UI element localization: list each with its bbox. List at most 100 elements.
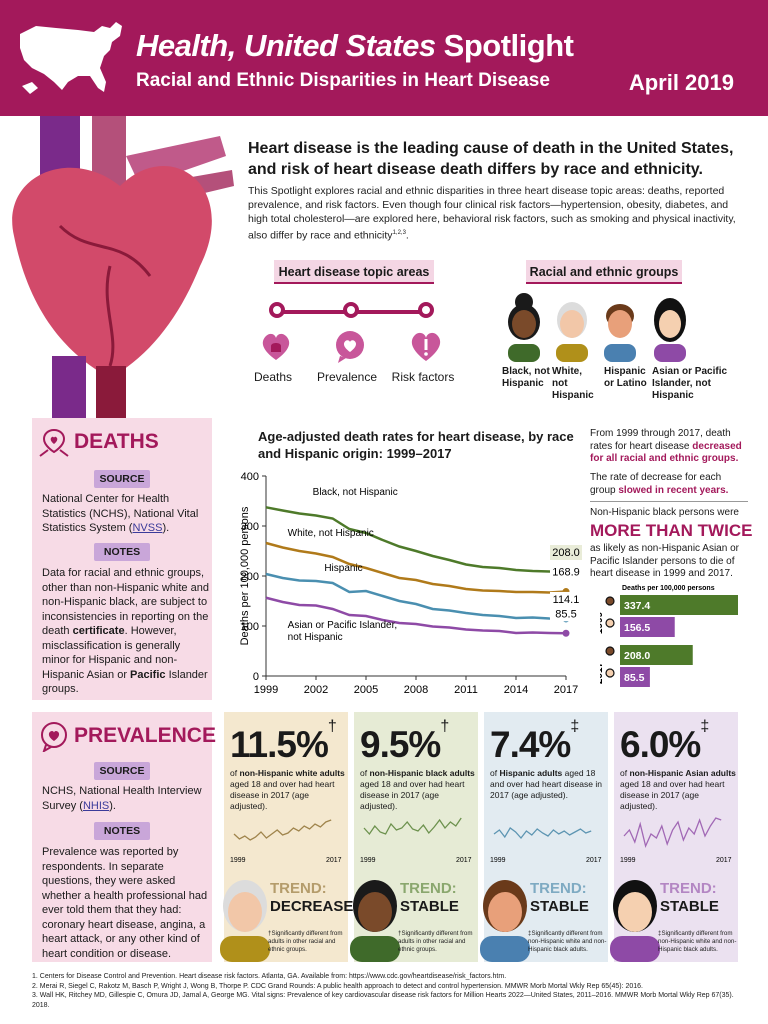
sparkline-end-year: 2017: [326, 857, 342, 864]
comparison-bar: [620, 617, 675, 637]
prevalence-chat-heart-icon: [336, 331, 364, 363]
series-line: [265, 506, 567, 574]
footnote-2: 2. Merai R, Siegel C, Rakotz M, Basch P,…: [32, 982, 643, 990]
page-subtitle: Racial and Ethnic Disparities in Heart D…: [136, 70, 550, 91]
prevalence-chat-heart-icon-panel: [41, 722, 67, 752]
sparkline-path: [363, 817, 462, 836]
decrease-statement: From 1999 through 2017, death rates for …: [590, 428, 742, 464]
prevalence-card: 9.5%† of non-Hispanic black adults aged …: [350, 712, 478, 962]
end-value-box: [550, 564, 582, 580]
topic-dot-deaths: [269, 302, 285, 318]
end-value-label: 208.0: [552, 547, 580, 559]
sparkline-start-year: 1999: [620, 857, 636, 864]
header-banner: Health, United States Spotlight Racial a…: [0, 0, 768, 116]
black-person-icon: [508, 293, 540, 362]
significance-mark: ‡: [570, 718, 579, 735]
comparison-bar-label: 156.5: [624, 622, 650, 634]
prevalence-sparkline: 1999 2017: [360, 817, 472, 864]
deaths-notes-text: Data for racial and ethnic groups, other…: [42, 567, 209, 695]
significance-note: ‡Significantly different from non-Hispan…: [658, 930, 737, 953]
footnote-3: 3. Wall HK, Ritchey MD, Gillespie C, Omu…: [32, 992, 734, 1009]
deaths-comparison-bars: Deaths per 100,000 persons 337.4 156.5 208.…: [600, 585, 738, 687]
topic-label-risk-factors: Risk factors: [391, 370, 455, 384]
black-person-mini-icon: [605, 596, 615, 606]
comparison-bar-label: 208.0: [624, 650, 650, 662]
white-person-icon: [556, 302, 588, 362]
hispanic-person-icon: [604, 304, 636, 362]
significance-note: ‡Significantly different from non-Hispan…: [528, 930, 607, 953]
asian-person-icon: [610, 880, 660, 962]
prevalence-card: 6.0%‡ of non-Hispanic Asian adults aged …: [610, 712, 738, 962]
end-value-label: 168.9: [552, 567, 580, 579]
x-tick-label: 1999: [254, 684, 278, 696]
topic-label-prevalence: Prevalence: [316, 370, 378, 384]
trend-label: TREND: STABLE: [400, 880, 459, 916]
sparkline-path: [233, 819, 332, 841]
prevalence-percent: 6.0%‡: [620, 718, 709, 766]
sparkline-start-year: 1999: [230, 857, 246, 864]
hispanic-person-icon: [480, 880, 530, 962]
slowed-statement: The rate of decrease for each group slow…: [590, 472, 729, 496]
black-person-icon: [350, 880, 400, 962]
series-label: Asian or Pacific Islander,: [288, 620, 398, 631]
prevalence-percent: 11.5%†: [230, 718, 337, 766]
bars-year-2017: 2017: [600, 661, 605, 684]
x-tick-label: 2008: [404, 684, 428, 696]
group-label-hispanic: Hispanic or Latino: [604, 366, 647, 389]
trend-label: TREND: STABLE: [660, 880, 719, 916]
sparkline-start-year: 1999: [360, 857, 376, 864]
footnotes: 1. Centers for Disease Control and Preve…: [32, 972, 752, 1010]
asian-person-icon: [654, 298, 686, 362]
comparison-bar: [620, 645, 693, 665]
sparkline-end-year: 2017: [456, 857, 472, 864]
group-label-black: Black, not Hispanic: [502, 366, 550, 389]
significance-mark: ‡: [700, 718, 709, 735]
risk-factors-heart-icon: [411, 332, 441, 361]
y-tick-label: 0: [253, 671, 259, 683]
end-value-label: 114.1: [553, 594, 580, 606]
deaths-source-tag: SOURCE: [94, 470, 150, 488]
twice-explanation: as likely as non-Hispanic Asian or Pacif…: [590, 543, 739, 579]
y-tick-label: 100: [241, 621, 259, 633]
x-tick-label: 2017: [554, 684, 578, 696]
nvss-link[interactable]: NVSS: [132, 522, 163, 534]
page-title: Health, United States Spotlight: [136, 28, 574, 63]
end-value-box: [550, 591, 582, 607]
end-value-box: [550, 606, 582, 622]
topic-dot-risk: [418, 302, 434, 318]
nhis-link[interactable]: NHIS: [82, 799, 110, 812]
topic-label-deaths: Deaths: [253, 370, 293, 384]
group-label-white: White, not Hispanic: [552, 366, 594, 401]
prevalence-notes-tag: NOTES: [94, 822, 150, 840]
series-line: [265, 596, 567, 635]
right-divider: [590, 501, 748, 502]
trend-value: STABLE: [530, 898, 589, 915]
prevalence-description: of non-Hispanic Asian adults aged 18 and…: [620, 768, 736, 811]
heart-illustration: [12, 116, 234, 420]
prevalence-value: 7.4%: [490, 724, 571, 765]
y-tick-label: 300: [241, 521, 259, 533]
prevalence-sparkline: 1999 2017: [230, 819, 342, 864]
topic-areas-heading: Heart disease topic areas: [274, 260, 434, 284]
deaths-panel-title: DEATHS: [74, 430, 159, 453]
comparison-bar: [620, 595, 738, 615]
series-label: Black, not Hispanic: [313, 487, 398, 498]
y-tick-label: 200: [241, 571, 259, 583]
prevalence-value: 11.5%: [230, 724, 329, 765]
series-line: [265, 541, 567, 594]
issue-date: April 2019: [628, 70, 734, 95]
topic-dot-prevalence: [343, 302, 359, 318]
white-person-icon: [220, 880, 270, 962]
deaths-source-text: National Center for Health Statistics (N…: [42, 493, 199, 534]
bars-caption: Deaths per 100,000 persons: [622, 585, 715, 592]
us-map-icon: [20, 22, 122, 94]
asian-person-mini-icon: [605, 668, 615, 678]
comparison-bar-label: 337.4: [624, 600, 650, 612]
trend-label: TREND: DECREASE: [270, 880, 353, 916]
series-label: Hispanic: [324, 563, 362, 574]
significance-mark: †: [327, 718, 337, 735]
more-than-twice-callout: MORE THAN TWICE: [590, 521, 753, 540]
sparkline-end-year: 2017: [586, 857, 602, 864]
twice-lead: Non-Hispanic black persons were: [590, 507, 739, 518]
comparison-bar: [620, 667, 650, 687]
